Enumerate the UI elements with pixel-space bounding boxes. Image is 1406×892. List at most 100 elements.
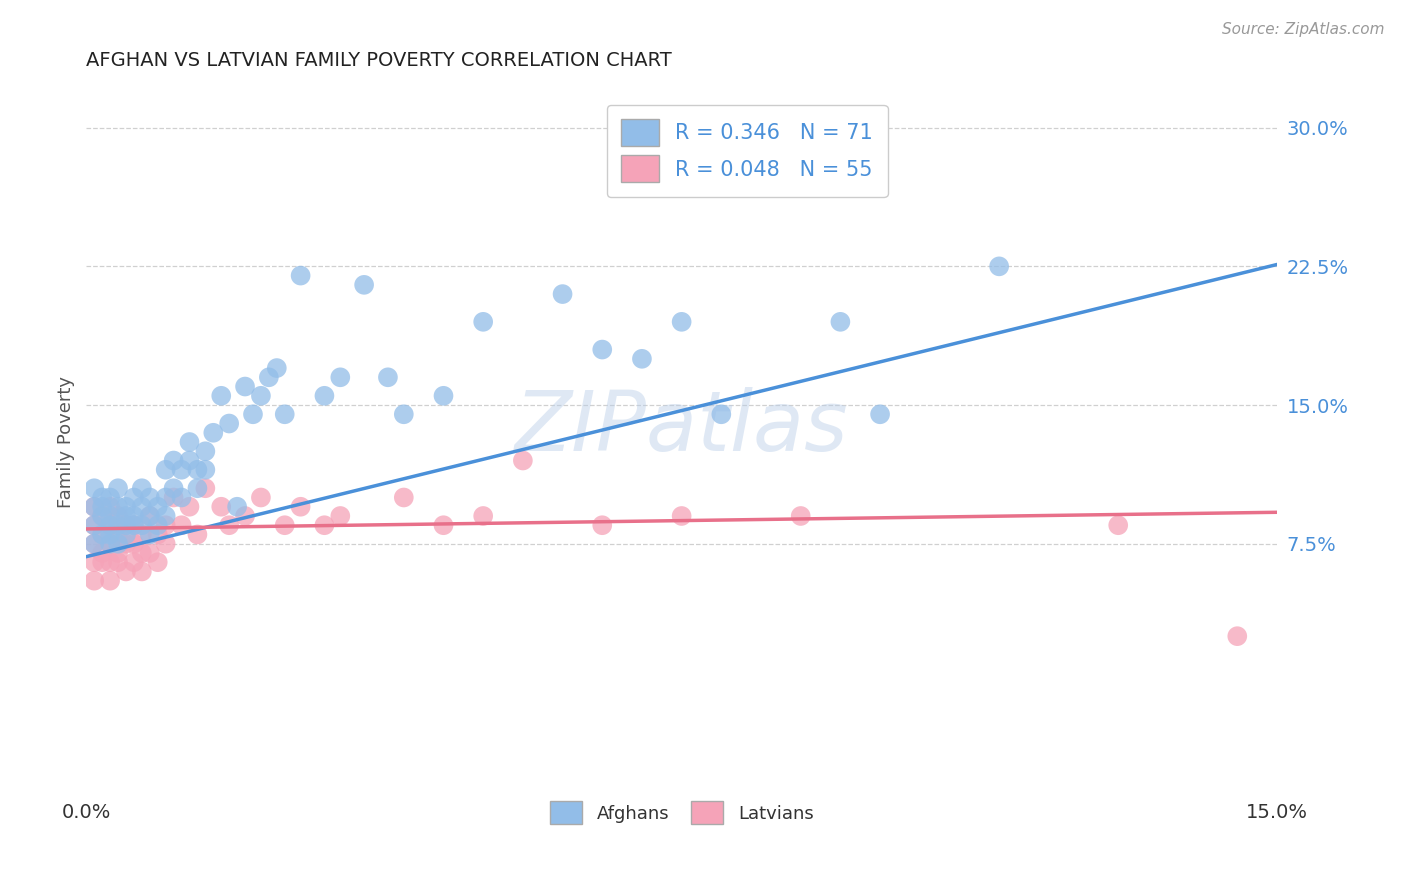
Point — [377, 370, 399, 384]
Point — [107, 508, 129, 523]
Point — [83, 518, 105, 533]
Point — [512, 453, 534, 467]
Point — [162, 453, 184, 467]
Y-axis label: Family Poverty: Family Poverty — [58, 376, 75, 508]
Point — [179, 500, 201, 514]
Point — [155, 518, 177, 533]
Point — [233, 508, 256, 523]
Point — [131, 527, 153, 541]
Point — [98, 518, 121, 533]
Point — [107, 518, 129, 533]
Point — [122, 508, 145, 523]
Point — [83, 537, 105, 551]
Point — [83, 518, 105, 533]
Point — [98, 518, 121, 533]
Point — [392, 491, 415, 505]
Point — [107, 481, 129, 495]
Point — [98, 508, 121, 523]
Point — [91, 491, 114, 505]
Point — [1226, 629, 1249, 643]
Point — [146, 518, 169, 533]
Point — [226, 500, 249, 514]
Point — [1107, 518, 1129, 533]
Point — [83, 574, 105, 588]
Point — [115, 500, 138, 514]
Point — [242, 407, 264, 421]
Point — [107, 537, 129, 551]
Point — [218, 518, 240, 533]
Point — [186, 527, 208, 541]
Point — [988, 260, 1011, 274]
Point — [98, 500, 121, 514]
Point — [186, 481, 208, 495]
Point — [472, 508, 495, 523]
Point — [91, 546, 114, 560]
Point — [98, 537, 121, 551]
Point — [266, 361, 288, 376]
Point — [250, 491, 273, 505]
Point — [122, 491, 145, 505]
Point — [155, 508, 177, 523]
Point — [591, 343, 613, 357]
Point — [314, 389, 336, 403]
Point — [170, 491, 193, 505]
Point — [131, 546, 153, 560]
Point — [139, 491, 162, 505]
Point — [115, 537, 138, 551]
Point — [170, 463, 193, 477]
Point — [830, 315, 852, 329]
Text: Source: ZipAtlas.com: Source: ZipAtlas.com — [1222, 22, 1385, 37]
Point — [146, 500, 169, 514]
Point — [274, 407, 297, 421]
Point — [83, 481, 105, 495]
Point — [671, 315, 693, 329]
Point — [179, 453, 201, 467]
Point — [218, 417, 240, 431]
Point — [186, 463, 208, 477]
Point — [115, 527, 138, 541]
Point — [139, 508, 162, 523]
Point — [91, 527, 114, 541]
Point — [107, 500, 129, 514]
Point — [353, 277, 375, 292]
Point — [789, 508, 811, 523]
Point — [115, 565, 138, 579]
Point — [91, 555, 114, 569]
Point — [131, 518, 153, 533]
Point — [98, 491, 121, 505]
Point — [170, 518, 193, 533]
Point — [83, 500, 105, 514]
Point — [131, 565, 153, 579]
Text: AFGHAN VS LATVIAN FAMILY POVERTY CORRELATION CHART: AFGHAN VS LATVIAN FAMILY POVERTY CORRELA… — [86, 51, 672, 70]
Point — [115, 518, 138, 533]
Point — [83, 537, 105, 551]
Point — [139, 546, 162, 560]
Point — [329, 508, 352, 523]
Point — [162, 481, 184, 495]
Point — [83, 555, 105, 569]
Point — [551, 287, 574, 301]
Point — [98, 555, 121, 569]
Point — [392, 407, 415, 421]
Point — [314, 518, 336, 533]
Point — [107, 527, 129, 541]
Point — [91, 500, 114, 514]
Point — [194, 481, 217, 495]
Point — [432, 389, 454, 403]
Point — [115, 518, 138, 533]
Point — [209, 500, 232, 514]
Point — [122, 518, 145, 533]
Point — [257, 370, 280, 384]
Point — [179, 435, 201, 450]
Point — [631, 351, 654, 366]
Point — [155, 491, 177, 505]
Point — [91, 508, 114, 523]
Point — [155, 463, 177, 477]
Point — [274, 518, 297, 533]
Point — [139, 527, 162, 541]
Point — [98, 537, 121, 551]
Point — [472, 315, 495, 329]
Point — [250, 389, 273, 403]
Point — [869, 407, 891, 421]
Point — [162, 491, 184, 505]
